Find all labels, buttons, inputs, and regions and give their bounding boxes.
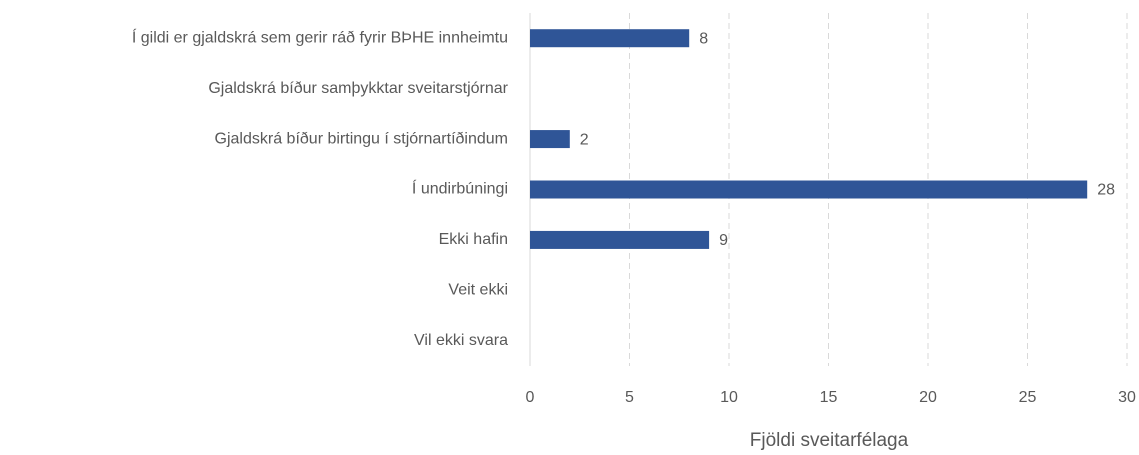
x-tick-label: 5 [625,389,634,406]
y-tick-label: Í gildi er gjaldskrá sem gerir ráð fyrir… [132,27,508,46]
y-tick-label: Í undirbúningi [412,179,508,198]
y-tick-label: Vil ekki svara [414,332,508,349]
y-tick-label: Veit ekki [448,282,508,299]
bar [530,130,570,149]
bar [530,230,710,249]
x-tick-label: 0 [526,389,535,406]
y-tick-label: Gjaldskrá bíður birtingu í stjórnartíðin… [215,130,508,147]
x-tick-label: 25 [1019,389,1037,406]
bar [530,29,690,48]
data-label: 8 [699,30,708,47]
x-axis-title: Fjöldi sveitarfélaga [750,430,909,451]
data-label: 9 [719,232,728,249]
y-tick-label: Ekki hafin [439,231,508,248]
y-tick-label: Gjaldskrá bíður samþykktar sveitarstjórn… [208,80,508,97]
x-tick-label: 20 [919,389,937,406]
x-tick-label: 30 [1118,389,1136,406]
bar [530,180,1088,199]
x-tick-label: 15 [820,389,838,406]
data-label: 28 [1097,182,1115,199]
x-tick-label: 10 [720,389,738,406]
data-label: 2 [580,131,589,148]
